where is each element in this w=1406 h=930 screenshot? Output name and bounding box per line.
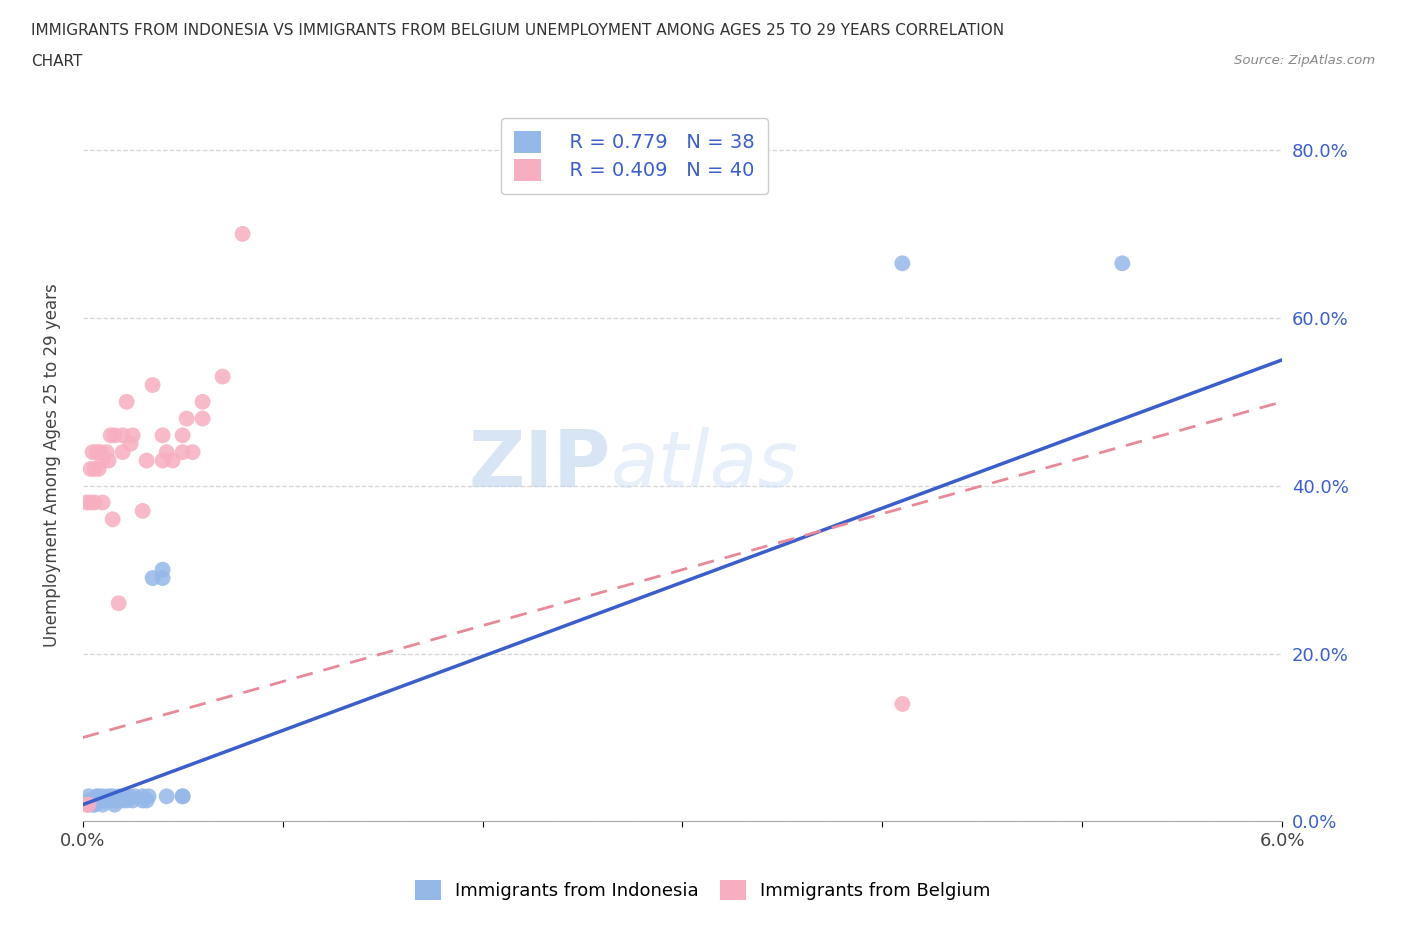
Text: ZIP: ZIP xyxy=(468,427,610,503)
Point xyxy=(101,789,124,804)
Point xyxy=(79,495,101,510)
Point xyxy=(152,571,174,586)
Point xyxy=(82,445,104,459)
Point xyxy=(111,445,134,459)
Point xyxy=(111,793,134,808)
Point xyxy=(86,445,108,459)
Point xyxy=(152,563,174,578)
Point xyxy=(172,789,194,804)
Point xyxy=(77,789,100,804)
Point xyxy=(121,793,143,808)
Point xyxy=(131,793,153,808)
Point xyxy=(191,411,214,426)
Point xyxy=(104,428,127,443)
Point xyxy=(107,789,129,804)
Point xyxy=(86,789,108,804)
Point xyxy=(121,428,143,443)
Point xyxy=(87,793,110,808)
Point xyxy=(135,453,157,468)
Point xyxy=(152,428,174,443)
Point xyxy=(96,793,118,808)
Point xyxy=(97,453,120,468)
Point xyxy=(87,461,110,476)
Point xyxy=(83,461,105,476)
Point xyxy=(131,503,153,518)
Point xyxy=(105,793,128,808)
Point xyxy=(115,793,138,808)
Point xyxy=(91,453,114,468)
Point xyxy=(211,369,233,384)
Point xyxy=(83,797,105,812)
Point xyxy=(87,789,110,804)
Point xyxy=(138,789,160,804)
Point xyxy=(142,571,165,586)
Point xyxy=(91,495,114,510)
Point xyxy=(142,378,165,392)
Point xyxy=(101,512,124,526)
Legend: Immigrants from Indonesia, Immigrants from Belgium: Immigrants from Indonesia, Immigrants fr… xyxy=(408,872,998,907)
Point xyxy=(90,445,112,459)
Point xyxy=(181,445,204,459)
Point xyxy=(97,789,120,804)
Point xyxy=(891,697,914,711)
Point xyxy=(232,227,254,242)
Point xyxy=(162,453,184,468)
Point xyxy=(176,411,198,426)
Point xyxy=(77,797,100,812)
Point xyxy=(156,445,179,459)
Point xyxy=(124,789,146,804)
Point xyxy=(135,793,157,808)
Point xyxy=(191,394,214,409)
Point xyxy=(100,793,122,808)
Point xyxy=(82,793,104,808)
Point xyxy=(172,428,194,443)
Text: atlas: atlas xyxy=(610,427,799,503)
Point xyxy=(114,789,136,804)
Point xyxy=(156,789,179,804)
Point xyxy=(120,436,142,451)
Point xyxy=(76,797,98,812)
Point xyxy=(891,256,914,271)
Point xyxy=(152,453,174,468)
Point xyxy=(96,445,118,459)
Point xyxy=(77,793,100,808)
Point xyxy=(91,797,114,812)
Point xyxy=(90,793,112,808)
Legend:   R = 0.779   N = 38,   R = 0.409   N = 40: R = 0.779 N = 38, R = 0.409 N = 40 xyxy=(501,118,768,194)
Point xyxy=(107,596,129,611)
Point xyxy=(117,789,139,804)
Point xyxy=(115,394,138,409)
Point xyxy=(104,797,127,812)
Point xyxy=(82,797,104,812)
Point xyxy=(79,461,101,476)
Point xyxy=(76,495,98,510)
Point xyxy=(131,789,153,804)
Point xyxy=(172,445,194,459)
Point xyxy=(111,428,134,443)
Text: IMMIGRANTS FROM INDONESIA VS IMMIGRANTS FROM BELGIUM UNEMPLOYMENT AMONG AGES 25 : IMMIGRANTS FROM INDONESIA VS IMMIGRANTS … xyxy=(31,23,1004,38)
Point xyxy=(77,797,100,812)
Point xyxy=(83,495,105,510)
Point xyxy=(91,793,114,808)
Point xyxy=(91,789,114,804)
Point xyxy=(172,789,194,804)
Text: Source: ZipAtlas.com: Source: ZipAtlas.com xyxy=(1234,54,1375,67)
Point xyxy=(1111,256,1133,271)
Text: CHART: CHART xyxy=(31,54,83,69)
Y-axis label: Unemployment Among Ages 25 to 29 years: Unemployment Among Ages 25 to 29 years xyxy=(44,283,60,646)
Point xyxy=(100,428,122,443)
